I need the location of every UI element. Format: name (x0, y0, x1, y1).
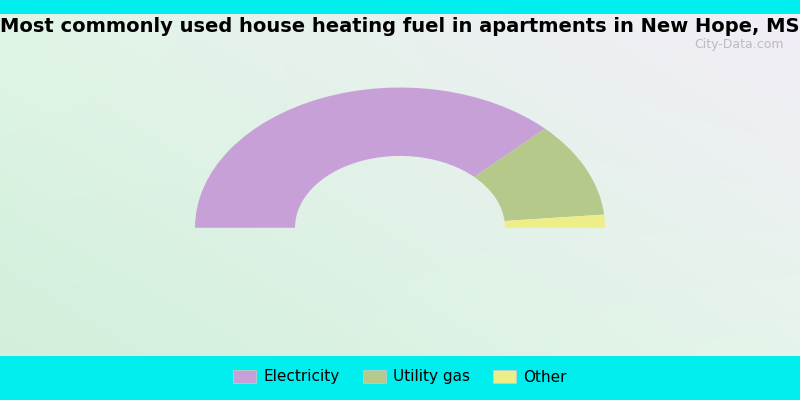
Wedge shape (195, 88, 545, 228)
Wedge shape (474, 128, 604, 221)
Text: Most commonly used house heating fuel in apartments in New Hope, MS: Most commonly used house heating fuel in… (0, 17, 800, 36)
Text: City-Data.com: City-Data.com (694, 38, 784, 51)
Wedge shape (505, 214, 605, 228)
Legend: Electricity, Utility gas, Other: Electricity, Utility gas, Other (226, 363, 574, 391)
